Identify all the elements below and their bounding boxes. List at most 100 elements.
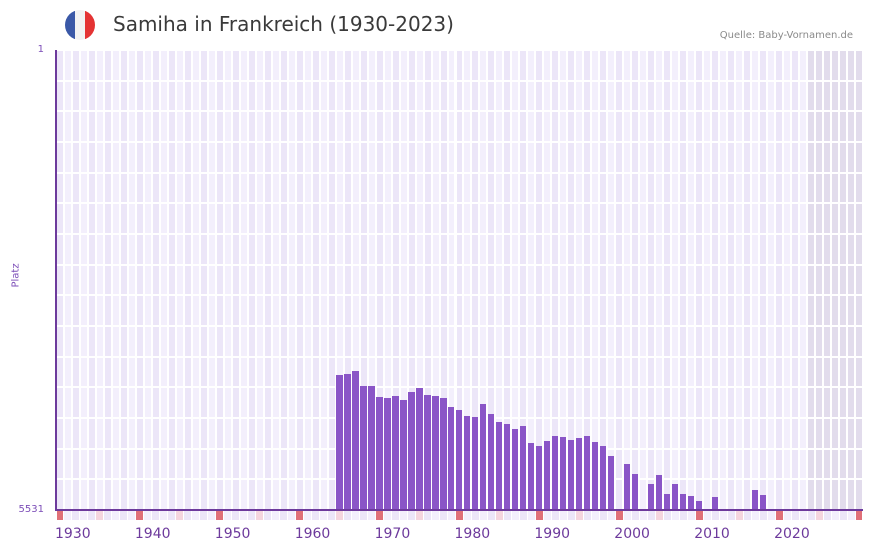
bar-2010[interactable] [695,500,703,510]
bar-2017[interactable] [751,489,759,510]
bar-1972[interactable] [392,395,399,510]
grid-cell [344,51,351,80]
grid-cell [256,388,263,417]
grid-cell [57,480,63,509]
grid-cell [424,235,431,264]
grid-cell [680,327,687,356]
grid-cell [528,81,535,111]
bar-2018[interactable] [759,494,767,510]
grid-cell [184,296,191,325]
grid-cell [480,112,487,141]
grid-cell [744,51,751,80]
bar-2001[interactable] [623,463,631,510]
grid-cell [192,143,199,172]
bar-1970[interactable] [376,396,383,510]
bar-1998[interactable] [599,445,607,510]
bar-2004[interactable] [647,483,655,510]
grid-cell [208,388,215,417]
grid-cell [192,265,199,295]
bar-1975[interactable] [416,387,423,510]
bar-1996[interactable] [583,435,591,510]
grid-cell [272,449,279,479]
grid-cell [720,388,727,417]
bar-1980[interactable] [456,409,463,510]
bar-1987[interactable] [511,428,519,510]
grid-cell [392,296,399,325]
flag-red [85,10,95,40]
bar-1989[interactable] [527,442,535,510]
bar-1969[interactable] [368,385,375,510]
grid-cell [720,51,727,80]
bar-1986[interactable] [503,423,511,510]
bar-2007[interactable] [671,483,679,510]
grid-cell [240,388,247,417]
grid-cell [176,51,183,80]
bar-2002[interactable] [631,473,639,510]
bar-1995[interactable] [575,437,583,510]
year-marker [695,511,703,520]
bar-1973[interactable] [400,399,407,510]
grid-cell [184,480,191,509]
grid-cell [432,204,439,233]
grid-cell [792,173,799,203]
bar-2006[interactable] [663,493,671,510]
bar-1999[interactable] [607,455,615,510]
grid-cell [736,449,743,479]
bar-1991[interactable] [543,440,551,510]
grid-cell [744,419,751,448]
grid-cell [816,357,823,387]
grid-cell [712,388,719,417]
grid-cell [424,265,431,295]
bar-1993[interactable] [559,436,567,510]
grid-cell [264,204,271,233]
bar-1965[interactable] [336,374,343,510]
grid-cell [152,480,159,509]
grid-cell [216,173,223,203]
bar-1978[interactable] [440,397,447,510]
bar-1966[interactable] [344,373,351,510]
grid-cell [856,81,862,111]
bar-1977[interactable] [432,395,439,510]
bar-1967[interactable] [352,370,359,510]
year-marker [160,511,168,520]
bar-1968[interactable] [360,385,367,510]
grid-cell [640,265,647,295]
bar-1974[interactable] [408,391,415,510]
grid-cell [552,143,559,172]
grid-cell [136,296,143,325]
grid-cell [232,51,239,80]
bar-1983[interactable] [479,403,487,510]
year-marker [527,511,535,520]
bar-1976[interactable] [424,394,431,510]
bar-2012[interactable] [711,496,719,510]
bar-1984[interactable] [487,413,495,510]
grid-cell [800,204,807,233]
grid-cell [528,235,535,264]
bar-1994[interactable] [567,439,575,510]
grid-cell [640,51,647,80]
bar-1985[interactable] [495,421,503,510]
bar-1988[interactable] [519,425,527,510]
grid-cell [704,81,711,111]
bar-1981[interactable] [463,415,471,510]
grid-cell [784,112,791,141]
bar-1997[interactable] [591,441,599,510]
grid-cell [560,112,567,141]
bar-1990[interactable] [535,445,543,510]
grid-cell [720,480,727,509]
bar-1971[interactable] [384,397,391,510]
bar-2009[interactable] [687,495,695,510]
grid-cell [768,327,775,356]
grid-cell [752,327,759,356]
year-marker [120,511,128,520]
grid-cell [128,357,135,387]
bar-2008[interactable] [679,493,687,510]
year-marker [216,511,224,520]
bar-1992[interactable] [551,435,559,510]
bar-2005[interactable] [655,474,663,510]
bar-1982[interactable] [471,416,479,510]
grid-cell [248,327,255,356]
grid-cell [144,388,151,417]
grid-cell [264,51,271,80]
bar-1979[interactable] [448,406,455,510]
